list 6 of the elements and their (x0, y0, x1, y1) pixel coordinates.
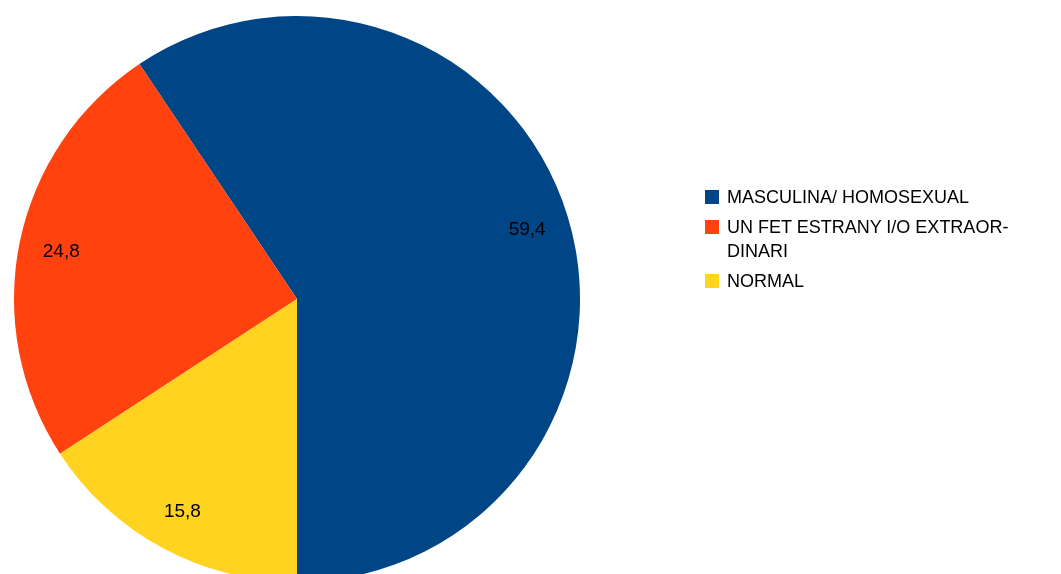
data-label: 59,4 (508, 218, 547, 240)
legend-label: UN FET ESTRANY I/O EXTRAOR-DINARI (727, 216, 1010, 263)
legend-label: NORMAL (727, 270, 805, 293)
data-label: 15,8 (163, 500, 201, 522)
data-label: 24,8 (42, 240, 80, 262)
legend-label: MASCULINA/ HOMOSEXUAL (727, 186, 971, 209)
